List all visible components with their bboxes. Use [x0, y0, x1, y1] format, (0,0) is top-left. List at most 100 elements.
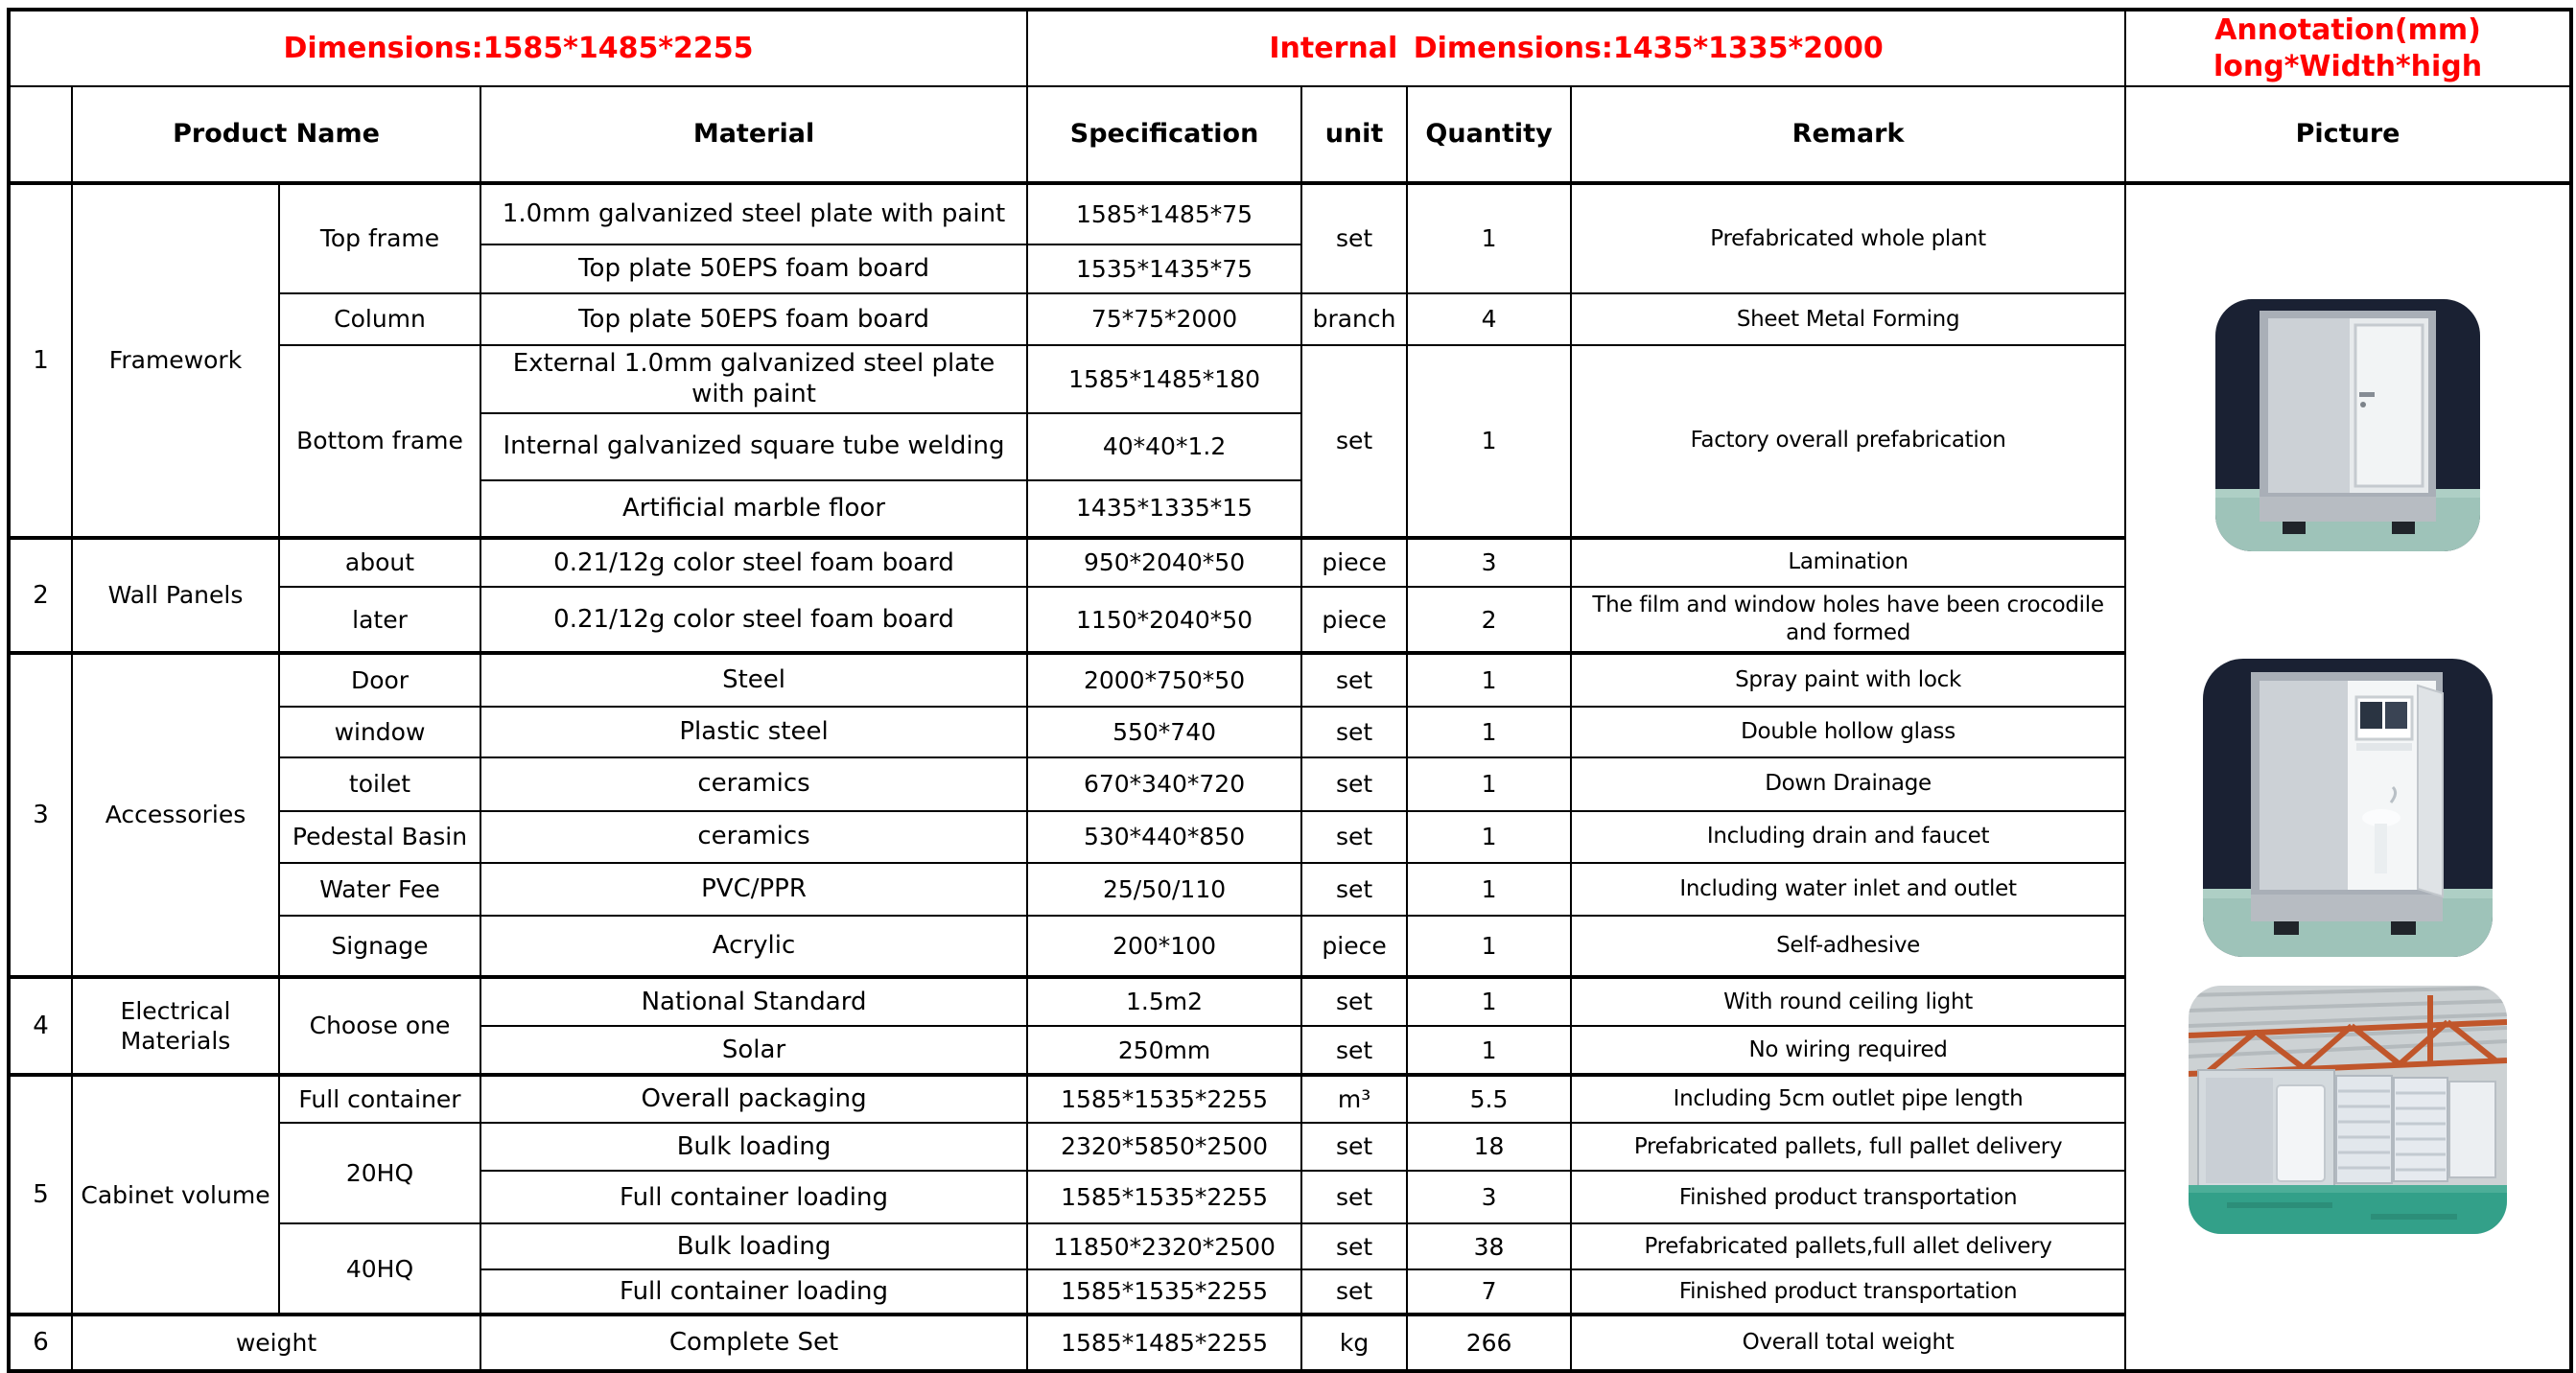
- spec-cell: 1535*1435*75: [1026, 244, 1303, 294]
- quantity-cell: 1: [1406, 809, 1573, 864]
- unit-cell: kg: [1300, 1313, 1409, 1372]
- quantity-cell: 1: [1406, 914, 1573, 978]
- table-row: Full container loading 1585*1535*2255 se…: [9, 1268, 2571, 1315]
- remark-cell: Finished product transportation: [1570, 1268, 2127, 1315]
- header-product-name: Product Name: [71, 85, 481, 184]
- category-framework: Framework: [71, 181, 280, 539]
- quantity-cell: 3: [1406, 535, 1573, 589]
- column-header-row: Product Name Material Specification unit…: [8, 85, 2573, 184]
- table-row: 5 Cabinet volume Full container Overall …: [8, 1073, 2571, 1315]
- annotation-line-1: Annotation(mm): [2214, 13, 2481, 47]
- table-row: Internal galvanized square tube welding …: [9, 411, 2571, 481]
- quantity-cell: 2: [1406, 586, 1573, 655]
- spec-cell: 1585*1535*2255: [1026, 1170, 1303, 1225]
- remark-cell: Double hollow glass: [1570, 705, 2127, 758]
- spec-cell: 530*440*850: [1026, 809, 1303, 864]
- photo-unit-front-closed: [2215, 299, 2481, 551]
- table-row: 20HQ Bulk loading 2320*5850*2500 set 18 …: [9, 1121, 2571, 1225]
- table-row: Bottom frame External 1.0mm galvanized s…: [9, 344, 2571, 539]
- spec-cell: 1585*1485*2255: [1026, 1313, 1303, 1372]
- material-cell: Bulk loading: [479, 1222, 1029, 1270]
- category-weight: weight: [71, 1313, 481, 1372]
- table-row: window Plastic steel 550*740 set 1 Doubl…: [9, 705, 2571, 758]
- material-cell: National Standard: [479, 974, 1029, 1028]
- row-number-2: 2: [8, 535, 73, 655]
- table-row: 3 Accessories Door Steel 2000*750*50 set…: [8, 651, 2571, 978]
- unit-cell: set: [1300, 1268, 1409, 1315]
- spec-cell: 11850*2320*2500: [1026, 1222, 1303, 1270]
- material-cell: ceramics: [479, 756, 1029, 812]
- unit-cell: set: [1300, 756, 1409, 812]
- unit-cell: set: [1300, 651, 1409, 708]
- unit-cell: set: [1300, 974, 1409, 1028]
- spec-cell: 1585*1535*2255: [1026, 1073, 1303, 1124]
- unit-cell: set: [1300, 181, 1409, 294]
- row-number-4: 4: [8, 974, 73, 1077]
- spec-cell: 2320*5850*2500: [1026, 1121, 1303, 1173]
- material-cell: 1.0mm galvanized steel plate with paint: [479, 181, 1029, 245]
- row-number-3: 3: [8, 651, 73, 978]
- spec-cell: 550*740: [1026, 705, 1303, 758]
- quantity-cell: 7: [1406, 1268, 1573, 1315]
- table-row: 2 Wall Panels about 0.21/12g color steel…: [8, 535, 2571, 655]
- material-cell: Steel: [479, 651, 1029, 708]
- spec-cell: 1585*1485*75: [1026, 181, 1303, 245]
- header-remark: Remark: [1570, 85, 2127, 184]
- table-row: Pedestal Basin ceramics 530*440*850 set …: [9, 809, 2571, 864]
- subcategory-window: window: [278, 705, 481, 758]
- subcategory-top-frame: Top frame: [278, 181, 481, 294]
- unit-cell: piece: [1300, 586, 1409, 655]
- subcategory-pedestal-basin: Pedestal Basin: [278, 809, 481, 864]
- material-cell: Solar: [479, 1025, 1029, 1077]
- spec-cell: 1585*1535*2255: [1026, 1268, 1303, 1315]
- quantity-cell: 18: [1406, 1121, 1573, 1173]
- subcategory-40hq: 40HQ: [278, 1222, 481, 1315]
- quantity-cell: 38: [1406, 1222, 1573, 1270]
- subcategory-signage: Signage: [278, 914, 481, 978]
- category-electrical-materials: Electrical Materials: [71, 974, 280, 1077]
- picture-column-cell: [2124, 181, 2573, 1372]
- subcategory-full-container: Full container: [278, 1073, 481, 1124]
- product-spec-table: Dimensions:1585*1485*2255 Internal Dimen…: [7, 8, 2574, 1373]
- unit-cell: set: [1300, 1222, 1409, 1270]
- quantity-cell: 4: [1406, 292, 1573, 346]
- table-row: Signage Acrylic 200*100 piece 1 Self-adh…: [9, 914, 2571, 978]
- subcategory-choose-one: Choose one: [278, 974, 481, 1077]
- spec-cell: 2000*750*50: [1026, 651, 1303, 708]
- remark-cell: The film and window holes have been croc…: [1570, 586, 2127, 655]
- material-cell: Full container loading: [479, 1170, 1029, 1225]
- material-cell: Complete Set: [479, 1313, 1029, 1372]
- remark-cell: Finished product transportation: [1570, 1170, 2127, 1225]
- unit-cell: m³: [1300, 1073, 1409, 1124]
- remark-cell: Prefabricated whole plant: [1570, 181, 2127, 294]
- spec-cell: 1585*1485*180: [1026, 344, 1303, 414]
- unit-cell: set: [1300, 1025, 1409, 1077]
- quantity-cell: 3: [1406, 1170, 1573, 1225]
- category-wall-panels: Wall Panels: [71, 535, 280, 655]
- unit-cell: set: [1300, 344, 1409, 539]
- table-row: 6 weight Complete Set 1585*1485*2255 kg …: [8, 1313, 2571, 1372]
- remark-cell: Including water inlet and outlet: [1570, 861, 2127, 917]
- table-row: Artificial marble floor 1435*1335*15: [9, 478, 2571, 539]
- quantity-cell: 1: [1406, 344, 1573, 539]
- remark-cell: Overall total weight: [1570, 1313, 2127, 1372]
- header-picture: Picture: [2124, 85, 2573, 184]
- title-row: Dimensions:1585*1485*2255 Internal Dimen…: [7, 9, 2573, 87]
- quantity-cell: 1: [1406, 651, 1573, 708]
- header-unit: unit: [1300, 85, 1409, 184]
- quantity-cell: 5.5: [1406, 1073, 1573, 1124]
- material-cell: ceramics: [479, 809, 1029, 864]
- remark-cell: Down Drainage: [1570, 756, 2127, 812]
- table-row: later 0.21/12g color steel foam board 11…: [9, 586, 2571, 655]
- external-dimensions-title: Dimensions:1585*1485*2255: [7, 9, 1029, 87]
- subcategory-later: later: [278, 586, 481, 655]
- subcategory-column: Column: [278, 292, 481, 346]
- subcategory-toilet: toilet: [278, 756, 481, 812]
- material-cell: Internal galvanized square tube welding: [479, 411, 1029, 481]
- remark-cell: No wiring required: [1570, 1025, 2127, 1077]
- subcategory-door: Door: [278, 651, 481, 708]
- table-row: Water Fee PVC/PPR 25/50/110 set 1 Includ…: [9, 861, 2571, 917]
- material-cell: Plastic steel: [479, 705, 1029, 758]
- open-unit-illustration: [2203, 659, 2494, 957]
